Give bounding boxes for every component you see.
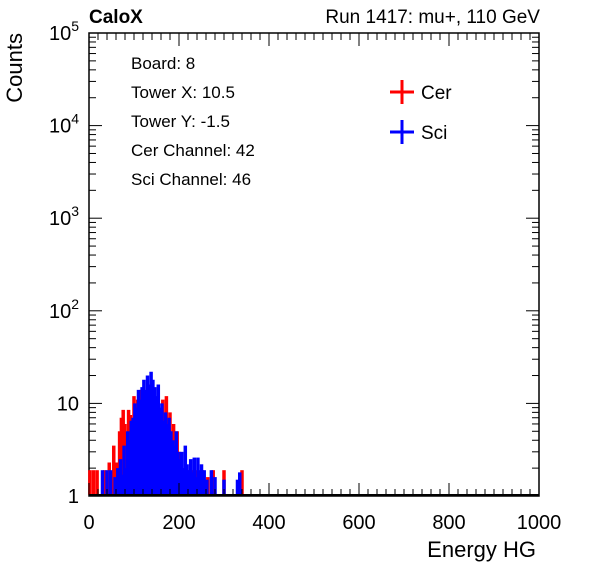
y-tick-label: 105: [49, 18, 79, 45]
collaboration-label: CaloX: [89, 7, 143, 28]
series-sci: [89, 371, 539, 496]
legend-entry-cer: Cer: [390, 80, 452, 104]
x-axis-title: Energy HG: [427, 537, 536, 562]
run-label: Run 1417: mu+, 110 GeV: [325, 7, 540, 28]
y-tick-label: 1: [68, 486, 79, 508]
y-tick-label: 10: [57, 393, 79, 415]
legend-entry-sci: Sci: [390, 120, 447, 144]
x-tick-label: 400: [252, 512, 285, 534]
x-tick-label: 800: [432, 512, 465, 534]
legend: Cer Sci: [390, 80, 452, 144]
x-tick-label: 1000: [517, 512, 562, 534]
info-board: Board: 8: [131, 54, 196, 73]
legend-label: Sci: [421, 123, 447, 144]
legend-label: Cer: [421, 83, 452, 104]
info-tower-y: Tower Y: -1.5: [131, 112, 230, 131]
info-sci-channel: Sci Channel: 46: [131, 170, 252, 189]
info-cer-channel: Cer Channel: 42: [131, 141, 255, 160]
info-tower-x: Tower X: 10.5: [131, 83, 235, 102]
x-tick-label: 0: [83, 512, 94, 534]
y-axis-title: Counts: [2, 33, 27, 103]
axes-layer: 0 200 400 600 800 1000 1 10 102 103 104 105 Energy H…: [2, 18, 561, 562]
series-layer: [88, 371, 539, 496]
y-tick-label: 104: [49, 111, 79, 138]
x-tick-label: 600: [342, 512, 375, 534]
y-tick-label: 102: [49, 296, 79, 323]
x-tick-label: 200: [162, 512, 195, 534]
y-tick-label: 103: [49, 203, 79, 230]
